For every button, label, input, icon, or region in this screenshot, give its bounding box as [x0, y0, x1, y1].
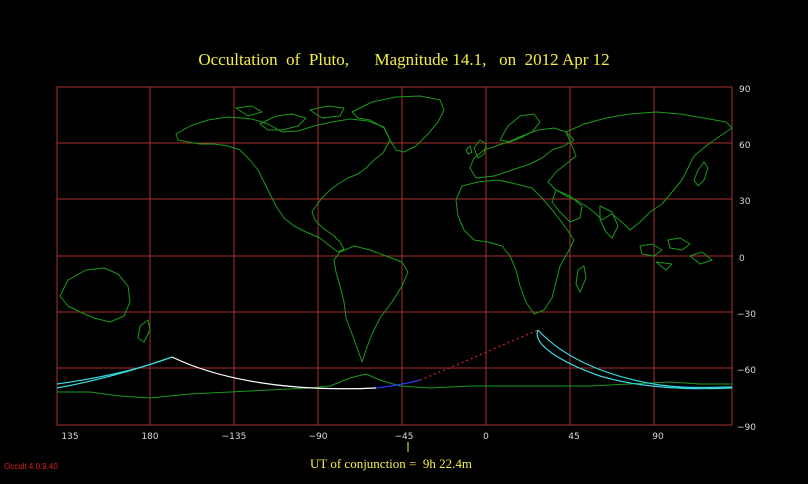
software-version-label: Occult 4.0.9.40: [4, 462, 58, 471]
coast-greenland: [351, 95, 445, 153]
lon-label-0: 0: [483, 432, 489, 442]
lat-label-60s: −60: [737, 366, 756, 376]
lon-label-90w: −90: [309, 432, 328, 442]
coast-australia: [59, 267, 131, 323]
lat-label-30n: 30: [739, 197, 751, 207]
lat-label-90s: −90: [737, 423, 756, 433]
occultation-path: [56, 329, 733, 390]
southern-limit-west: [56, 356, 173, 389]
lon-label-45e: 45: [568, 432, 579, 442]
lat-label-60n: 60: [739, 141, 751, 151]
latitude-labels: 90 60 30 0 −30 −60 −90: [737, 85, 756, 433]
coast-new-zealand: [137, 319, 151, 343]
coast-arctic-islands: [235, 105, 345, 131]
longitude-labels: 135 180 −135 −90 −45 0 45 90: [61, 432, 664, 442]
conjunction-time-label: UT of conjunction = 9h 22.4m: [310, 456, 472, 471]
coast-se-asia-islands: [639, 237, 713, 271]
centerline-night: [375, 379, 421, 389]
northern-limit-east: [537, 329, 733, 389]
graticule: [57, 87, 732, 425]
coast-british-isles: [465, 139, 487, 159]
lon-label-180: 180: [141, 432, 158, 442]
page-title: Occultation of Pluto, Magnitude 14.1, on…: [198, 50, 610, 69]
coast-africa: [455, 179, 575, 315]
lat-label-30s: −30: [737, 310, 756, 320]
southern-limit-east: [536, 329, 733, 390]
coastlines: [57, 95, 733, 399]
coast-asia: [547, 111, 733, 231]
lon-label-135w: −135: [222, 432, 247, 442]
lon-label-135e: 135: [61, 432, 78, 442]
lon-label-90e: 90: [652, 432, 664, 442]
coast-north-america: [175, 116, 391, 253]
lat-label-0: 0: [739, 254, 745, 264]
centerline-dotted: [419, 329, 539, 381]
northern-limit-west: [56, 356, 173, 385]
lat-label-90n: 90: [739, 85, 751, 95]
lon-label-45w: −45: [395, 432, 414, 442]
centerline-day: [171, 356, 377, 390]
coast-south-america: [333, 245, 409, 363]
coast-japan: [693, 161, 709, 187]
coast-madagascar: [575, 265, 587, 293]
coast-antarctica: [57, 373, 732, 399]
coast-arabia-india: [551, 189, 619, 239]
coast-scandinavia: [499, 113, 541, 143]
